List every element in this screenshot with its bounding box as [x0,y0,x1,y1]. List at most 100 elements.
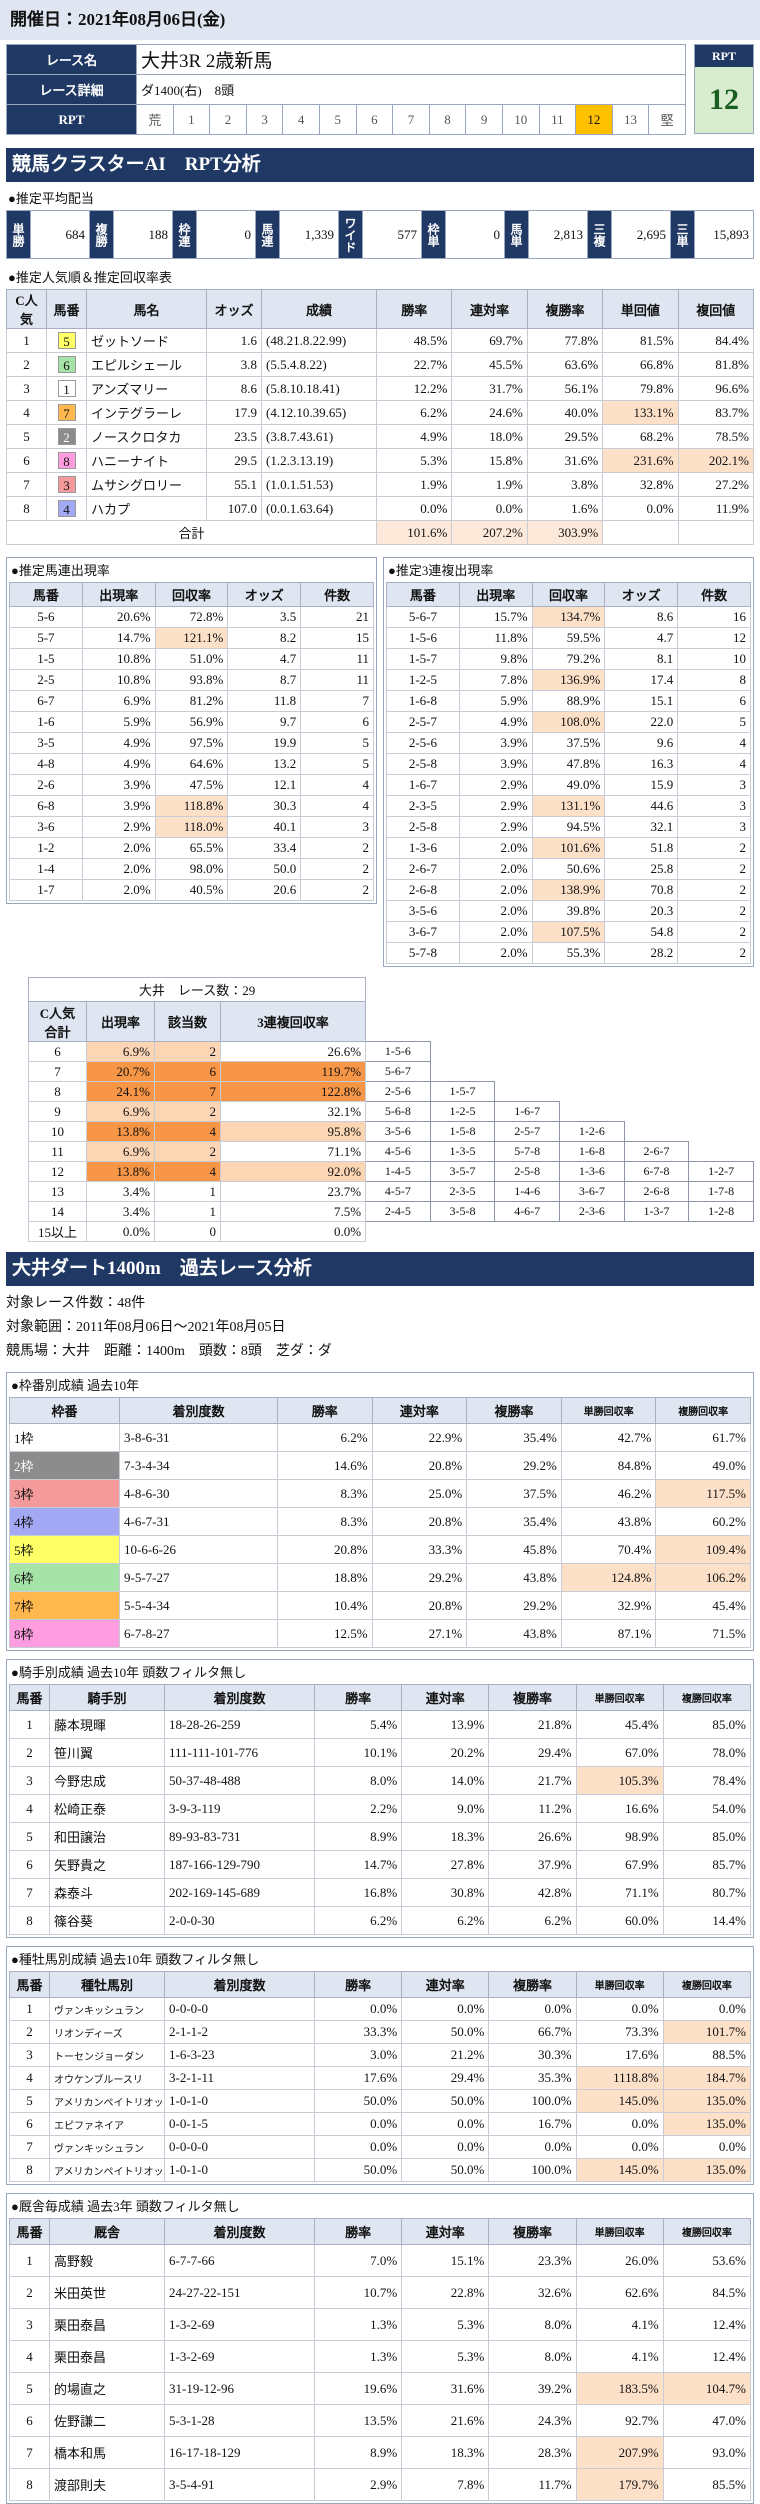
table-cell: 3-8-6-31 [119,1423,278,1452]
table-cell: 39.2% [488,2372,577,2405]
table-cell: 15.9 [604,774,679,796]
combo-cell: 1-6-8 [559,1141,625,1162]
table-cell: 6.9% [81,690,156,712]
table-row: 2-6 3.9% 47.5% 12.1 4 [9,774,374,796]
empty-cell [495,1222,560,1242]
table-cell: 2-6 [9,774,83,796]
table-cell: 0.0% [219,1221,367,1242]
column-header: 単回値 [602,289,679,329]
table-cell: 31.6% [401,2372,490,2405]
table-cell: 1 [154,1201,221,1222]
table-cell: 0.0% [662,2135,752,2159]
table-cell: 16.8% [313,1878,403,1907]
combo-cell: 5-7-8 [494,1141,561,1162]
table-cell: 4 [6,400,47,425]
table-cell: 5.3% [375,448,453,473]
empty-cell [560,1102,625,1122]
table-cell: 7 [9,2135,50,2159]
table-cell: 183.5% [575,2372,664,2405]
rpt-scale-cell: 13 [611,104,650,135]
table-cell: 5-6-7 [386,606,460,628]
table-cell: 4-8 [9,753,83,775]
date-bar: 開催日：2021年08月06日(金) [0,0,760,40]
table-cell: 124.8% [560,1563,657,1592]
table-cell: 10 [677,648,751,670]
table-cell: 1.3% [313,2308,403,2341]
empty-cell [366,1002,431,1042]
total-value: 101.6% [375,520,453,545]
table-cell: 28.3% [488,2436,577,2469]
table-cell: 2.9% [458,774,533,796]
table-cell: 8.2 [227,627,302,649]
table-cell: 0.0% [602,496,679,521]
table-cell: 69.7% [451,328,528,353]
table-row: 13 3.4% 1 23.7% 4-5-7 2-3-5 1-4-6 3-6-7 2-6-8 1-7… [28,1181,754,1202]
table-cell: 6-7-7-66 [164,2244,315,2277]
row-label: RPT [6,104,137,135]
table-row: 4 オウケンブルースリ 3-2-1-11 17.6% 29.4% 35.3% 1118.8%… [9,2066,752,2090]
table-cell: 森泰斗 [49,1878,165,1907]
table-cell: 3-6 [9,816,83,838]
table-cell: 8 [46,448,87,473]
table-cell: 55.3% [531,942,606,964]
table-cell: 42.8% [488,1878,577,1907]
table-cell: 3枠 [9,1479,120,1508]
table-row: 1-3-6 2.0% 101.6% 51.8 2 [386,837,751,859]
table-row: 3 今野忠成 50-37-48-488 8.0% 14.0% 21.7% 105.3% 78.… [9,1766,752,1795]
table-cell: 79.2% [531,648,606,670]
table-cell: 5.9% [81,711,156,733]
table-cell: 6 [6,448,47,473]
horse-number: 6 [57,355,76,373]
table-cell: 50.0% [313,2089,403,2113]
table-cell: 2 [9,2276,50,2309]
table-cell: 63.6% [526,352,604,377]
table-cell: 8.3% [277,1479,373,1508]
table-cell: 8 [677,669,751,691]
table-cell: 4.9% [458,711,533,733]
jockey-table: 馬番 騎手別 着別度数 勝率 連対率 複勝率 単勝回収率 複勝回収率 1 藤本現暉 18-28-26… [9,1684,752,1935]
payout-value: 15,893 [694,210,754,259]
table-cell: 高野毅 [49,2244,165,2277]
table-cell: 4 [300,774,374,796]
table-cell: 184.7% [662,2066,752,2090]
table-cell: 5-7-8 [386,942,460,964]
table-cell: 78.0% [662,1738,752,1767]
table-cell: 29.5 [206,448,262,473]
table-cell: 2 [154,1041,221,1062]
table-cell: 11.8 [227,690,302,712]
table-row: 3 1 アンズマリー 8.6 (5.8.10.18.41) 12.2% 31.7% 56.1%… [6,376,755,401]
table-row: 5枠 10-6-6-26 20.8% 33.3% 45.8% 70.4% 109.4% [9,1535,751,1564]
row-value: ダ1400(右) 8頭 [136,74,686,105]
column-header: 勝率 [375,289,453,329]
sanrenpuku-block: ●推定3連複出現率 馬番 出現率 回収率 オッズ 件数 5-6-7 15.7% 134.7% 8.… [383,557,754,967]
table-cell: 47.5% [154,774,229,796]
table-cell: 9.8% [458,648,533,670]
table-cell: 35.3% [488,2066,577,2090]
combo-cell: 2-6-7 [623,1141,690,1162]
table-cell: 40.1 [227,816,302,838]
table-cell: 3.9% [81,774,156,796]
table-cell: 和田譲治 [49,1822,165,1851]
table-cell: 0.0% [86,1221,155,1242]
table-cell: (1.0.1.51.53) [261,472,377,497]
table-cell: 20.8% [277,1535,373,1564]
empty-cell [689,978,754,1002]
two-column: ●推定馬連出現率 馬番 出現率 回収率 オッズ 件数 5-6 20.6% 72.8% 3.5 21 5… [6,557,754,967]
table-cell: 85.0% [662,1822,752,1851]
table-row: 8 4 ハカプ 107.0 (0.0.1.63.64) 0.0% 0.0% 1.6% 0.0% 1… [6,496,755,521]
header-row: 馬番 厩舎 着別度数 勝率 連対率 複勝率 単勝回収率 複勝回収率 [9,2218,752,2245]
table-cell: 32.1 [604,816,679,838]
header-row: 馬番 種牡馬別 着別度数 勝率 連対率 複勝率 単勝回収率 複勝回収率 [9,1971,752,1998]
empty-cell [602,520,679,545]
rpt-scale-cell: 3 [245,104,284,135]
table-cell: 17.9 [206,400,262,425]
header-row: C人気 馬番 馬名 オッズ 成績 勝率 連対率 複勝率 単回値 複回値 [6,289,755,329]
combo-cell: 1-5-6 [365,1041,431,1062]
table-cell: インテグラーレ [86,400,207,425]
header-row: 馬番 出現率 回収率 オッズ 件数 [9,582,374,607]
table-row: 7枠 5-5-4-34 10.4% 20.8% 29.2% 32.9% 45.4% [9,1591,751,1620]
column-header: 着別度数 [164,1684,315,1711]
table-cell: 29.4% [488,1738,577,1767]
table-cell: 135.0% [662,2158,752,2182]
table-cell: 10.8% [81,648,156,670]
